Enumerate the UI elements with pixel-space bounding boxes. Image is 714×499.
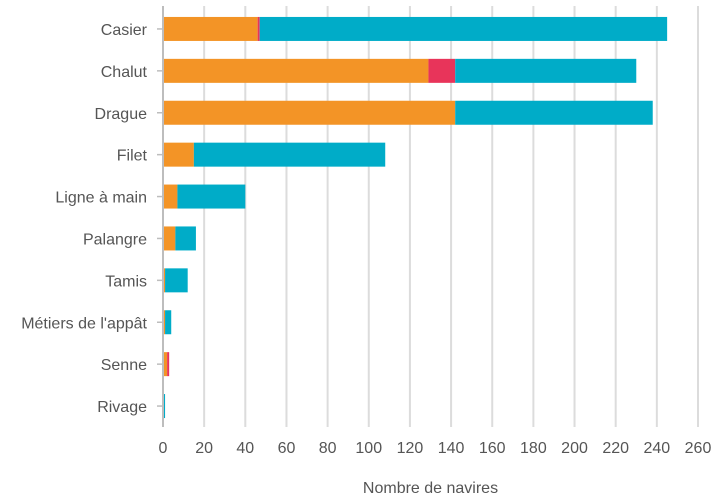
x-tick-label: 40 (236, 440, 254, 457)
bar-segment (163, 394, 166, 419)
category-label: Métiers de l'appât (21, 315, 147, 332)
x-tick-label: 200 (561, 440, 588, 457)
bar-segment (455, 100, 653, 125)
bar-segment (163, 226, 176, 251)
bar-segment (177, 184, 246, 209)
bar-segment (167, 352, 170, 377)
bar-segment (163, 268, 166, 293)
x-tick-label: 120 (397, 440, 424, 457)
category-label: Palangre (83, 231, 147, 248)
x-tick-labels: 0 20 40 60 80 100 120 140 160 180 200 220 240 260 (159, 440, 712, 457)
bar-segment (165, 310, 172, 335)
bar-segment (163, 100, 456, 125)
bar-segment (163, 16, 258, 41)
x-tick-label: 100 (355, 440, 382, 457)
bar-segment (163, 58, 429, 83)
bar-segment (163, 142, 194, 167)
bar-segment (163, 184, 178, 209)
x-tick-label: 240 (643, 440, 670, 457)
bar-segment (257, 16, 260, 41)
x-tick-label: 220 (602, 440, 629, 457)
x-tick-label: 140 (438, 440, 465, 457)
x-tick-label: 160 (479, 440, 506, 457)
bar-segment (259, 16, 668, 41)
category-label: Senne (101, 357, 147, 374)
bar-segment (175, 226, 196, 251)
bars (163, 16, 668, 419)
x-axis-title: Nombre de navires (363, 480, 498, 497)
x-tick-label: 0 (159, 440, 168, 457)
category-label: Filet (117, 148, 148, 165)
bar-segment (163, 352, 168, 377)
category-labels: Casier Chalut Drague Filet Ligne à main Palan… (21, 22, 147, 416)
bar-segment (193, 142, 386, 167)
x-tick-label: 260 (685, 440, 712, 457)
axes (157, 6, 164, 427)
category-label: Chalut (101, 64, 148, 81)
bar-segment (165, 268, 188, 293)
x-tick-label: 80 (319, 440, 337, 457)
x-tick-label: 180 (520, 440, 547, 457)
category-label: Rivage (97, 399, 147, 416)
category-label: Ligne à main (55, 190, 147, 207)
bar-segment (163, 310, 166, 335)
category-label: Tamis (105, 273, 147, 290)
bar-segment (428, 58, 456, 83)
x-tick-label: 20 (195, 440, 213, 457)
category-label: Casier (101, 22, 148, 39)
category-label: Drague (95, 106, 148, 123)
x-tick-label: 60 (278, 440, 296, 457)
bar-segment (455, 58, 637, 83)
